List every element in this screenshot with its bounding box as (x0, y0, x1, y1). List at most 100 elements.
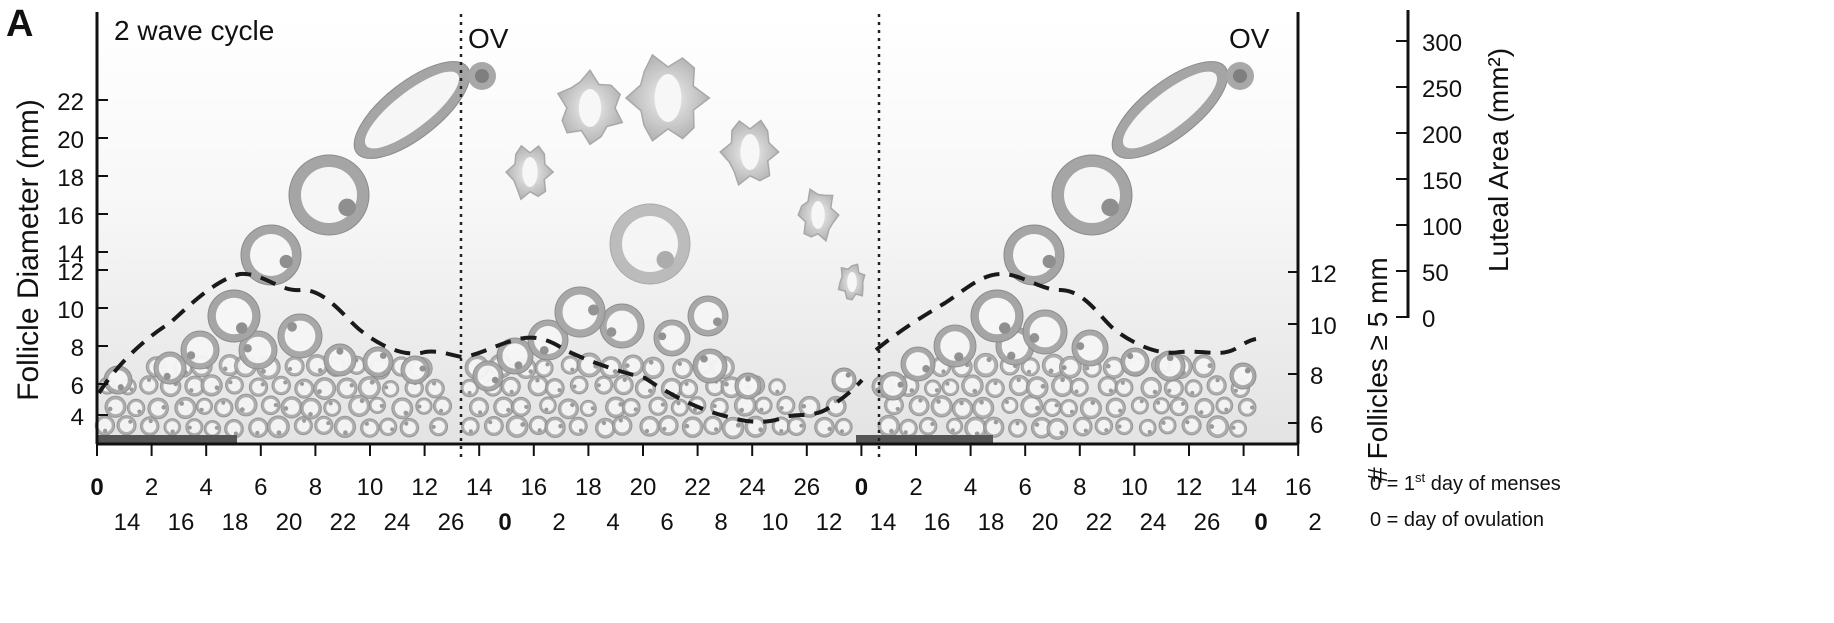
follicle (1008, 418, 1027, 438)
cycle-title: 2 wave cycle (114, 15, 274, 46)
menses-bar (97, 435, 237, 444)
follicle (103, 365, 133, 395)
follicle (415, 397, 433, 415)
follicle (678, 378, 699, 399)
follicle (357, 376, 381, 400)
x-tick-label: 16 (520, 474, 547, 501)
follicle (1059, 399, 1078, 418)
follicle (569, 375, 589, 395)
follicle (1192, 354, 1216, 378)
ovulating-follicle (1111, 61, 1254, 159)
follicle (425, 378, 445, 399)
x-tick-label: 4 (606, 509, 619, 536)
follicle (544, 416, 566, 439)
follicle (899, 418, 918, 438)
follicle (460, 417, 480, 436)
follicle (362, 346, 394, 378)
x-tick-label: 6 (1019, 474, 1032, 501)
follicle (139, 375, 159, 395)
x-tick-label: 26 (1194, 509, 1221, 536)
follicle (557, 398, 579, 420)
menses-bar (856, 435, 993, 444)
follicle (381, 380, 400, 398)
follicle (468, 397, 490, 418)
follicle (941, 378, 960, 397)
x-tick-label: 10 (762, 509, 789, 536)
x-tick-label: 8 (714, 509, 727, 536)
follicle (271, 375, 291, 396)
follicle (496, 337, 534, 375)
follicle (1130, 396, 1149, 415)
follicle (579, 399, 597, 417)
x-tick-label: 26 (793, 474, 820, 501)
follicle (348, 394, 371, 418)
follicle (234, 393, 258, 417)
follicle (1041, 353, 1066, 378)
follicle (814, 416, 835, 438)
x-tick-label: 6 (660, 509, 673, 536)
x-tick-label: 14 (870, 509, 897, 536)
follicle (639, 416, 661, 437)
x-tick-label: 2 (909, 474, 922, 501)
x-axis-day-row-ovulation: 14 16 18 20 22 24 26 0 2 4 6 8 10 12 14 16 18 20 22 24 26 0 2 (114, 509, 1322, 536)
follicle (1030, 417, 1053, 439)
right-tick-labels: 300 250 200 150 100 50 0 (1422, 30, 1462, 333)
follicle (224, 418, 244, 439)
x-tick-label: 18 (978, 509, 1005, 536)
tick-label: 22 (57, 89, 84, 116)
x-tick-label: 18 (575, 474, 602, 501)
tick-label: 20 (57, 127, 84, 154)
follicle (568, 416, 588, 436)
follicle (147, 397, 169, 420)
follicle (621, 398, 641, 417)
follicle (544, 378, 565, 398)
tick-label: 16 (57, 203, 84, 230)
follicle (972, 396, 995, 420)
tick-label: 200 (1422, 122, 1462, 149)
x-tick-label: 8 (309, 474, 322, 501)
left-tick-labels: 22 20 18 16 14 12 10 8 6 4 (57, 89, 84, 431)
tick-label: 6 (1310, 412, 1323, 439)
x-tick-label: 22 (1086, 509, 1113, 536)
follicle (288, 154, 370, 236)
follicle (1097, 375, 1119, 397)
follicle (721, 416, 745, 440)
follicle (399, 417, 420, 438)
follicle (400, 355, 430, 385)
follicle (1138, 418, 1157, 437)
follicle (539, 396, 557, 415)
x-tick-label: 2 (552, 509, 565, 536)
follicle (884, 395, 904, 416)
follicle (1215, 396, 1234, 415)
follicle (611, 415, 633, 436)
follicle (733, 394, 757, 417)
follicle (1051, 154, 1133, 236)
follicle (1022, 309, 1068, 355)
x-tick-label: 20 (1032, 509, 1059, 536)
follicle (432, 396, 453, 416)
follicle (900, 346, 936, 382)
follicle (218, 354, 241, 377)
follicle (1120, 347, 1150, 377)
tick-label: 100 (1422, 214, 1462, 241)
follicle (1025, 376, 1049, 399)
follicle (687, 295, 729, 337)
tick-label: 12 (1310, 261, 1337, 288)
follicle (280, 396, 303, 419)
follicle (1102, 356, 1126, 379)
follicle (1094, 416, 1114, 436)
x-tick-label: 2 (145, 474, 158, 501)
legend-menses-note: 0 = 1st day of menses (1370, 470, 1561, 495)
follicle (1046, 418, 1069, 440)
corpus-luteum (797, 187, 840, 243)
follicle (1140, 377, 1162, 399)
x-tick-label: 22 (330, 509, 357, 536)
legend-notes: 0 = 1st day of menses 0 = day of ovulati… (1370, 470, 1561, 531)
ovulation-label: OV (468, 23, 509, 54)
x-tick-label: 24 (1140, 509, 1167, 536)
follicle (983, 416, 1005, 438)
follicle (670, 398, 689, 417)
follicle (493, 396, 515, 418)
follicle (207, 289, 261, 343)
follicle (970, 289, 1024, 343)
